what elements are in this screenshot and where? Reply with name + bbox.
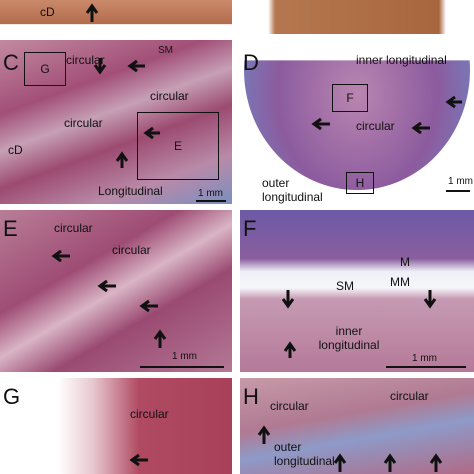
scale-label: 1 mm [172, 351, 197, 362]
inset-box: E [137, 112, 219, 180]
label: circular [64, 116, 103, 130]
label: circular [112, 243, 151, 257]
scale-label: 1 mm [198, 188, 223, 199]
label: Longitudinal [98, 184, 163, 198]
label: inner longitudinal [356, 53, 447, 67]
label: cD [40, 5, 55, 19]
scale-label: 1 mm [448, 176, 473, 187]
scale-bar [196, 200, 226, 202]
panel-g: G circular [0, 378, 232, 474]
scale-label: 1 mm [412, 353, 437, 364]
label: outer longitudinal [274, 440, 335, 468]
panel-d: D inner longitudinal F circular H outer … [240, 40, 474, 204]
panel-h: H circular circular outer longitudinal [240, 378, 474, 474]
panel-letter: E [3, 216, 18, 241]
panel-e: E circular circular 1 mm [0, 210, 232, 372]
scale-bar [446, 190, 470, 192]
panel-c: C G E circular SM circular circular cD L… [0, 40, 232, 204]
panel-letter: F [243, 216, 257, 241]
label: circular [356, 119, 395, 133]
panel-letter: H [243, 384, 259, 409]
label: circular [270, 399, 309, 413]
label: outer longitudinal [262, 176, 323, 204]
label: circular [54, 221, 93, 235]
panel-letter: G [3, 384, 21, 409]
panel-f: F M MM SM inner longitudinal 1 mm [240, 210, 474, 372]
scale-bar [140, 366, 224, 368]
label: M [400, 255, 410, 269]
label: cD [8, 143, 23, 157]
panel-letter: C [3, 50, 19, 75]
scale-bar [386, 366, 466, 368]
inset-box: H [346, 172, 374, 194]
panel-letter: D [243, 50, 259, 75]
panel-b [240, 0, 474, 34]
label: SM [336, 279, 354, 293]
label: circular [66, 53, 105, 67]
label: circular [150, 89, 189, 103]
label: circular [390, 389, 429, 403]
label: SM [158, 45, 173, 56]
label: circular [130, 407, 169, 421]
label: MM [390, 275, 410, 289]
panel-a: cD [0, 0, 232, 34]
label: inner longitudinal [318, 324, 380, 352]
inset-box: F [332, 84, 368, 112]
inset-box: G [24, 52, 66, 86]
